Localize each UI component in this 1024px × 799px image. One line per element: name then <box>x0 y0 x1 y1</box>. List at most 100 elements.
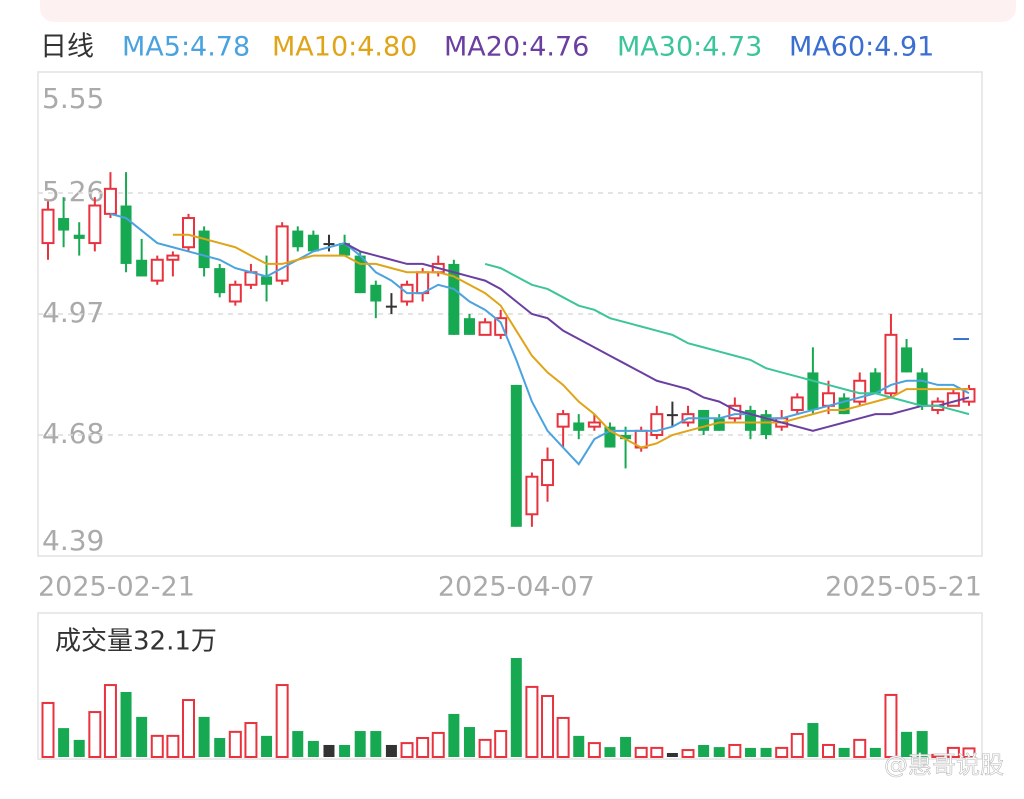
volume-panel <box>37 612 983 760</box>
candle-body <box>884 333 898 395</box>
legend-entry: MA20:4.76 <box>444 32 589 63</box>
candle-body <box>166 254 180 261</box>
volume-bar <box>620 736 632 757</box>
volume-bar <box>120 691 132 757</box>
volume-bar <box>370 731 382 757</box>
volume-bar <box>931 753 945 758</box>
candle-body <box>494 317 508 336</box>
volume-bar <box>478 738 492 759</box>
volume-bar <box>666 752 678 757</box>
candle-body <box>698 409 710 431</box>
volume-bar <box>869 747 881 757</box>
volume-bar <box>103 684 117 758</box>
legend-entry: MA60:4.91 <box>789 32 934 63</box>
volume-bar <box>198 716 210 757</box>
candle-body <box>385 305 397 308</box>
candle-body <box>463 318 475 335</box>
candle-body <box>181 217 195 249</box>
volume-bar <box>541 695 555 759</box>
volume-bar <box>244 722 258 759</box>
x-tick-label: 2025-02-21 <box>38 572 195 603</box>
candle-body <box>73 234 85 239</box>
volume-bar <box>713 747 725 757</box>
volume-bar <box>261 735 273 757</box>
volume-bar <box>901 731 913 757</box>
volume-bar <box>323 744 335 757</box>
candle-body <box>261 276 273 285</box>
candle-body <box>666 414 678 417</box>
volume-bar <box>838 747 850 757</box>
ma-line <box>110 212 970 466</box>
candle-body <box>946 392 960 407</box>
candle-body <box>370 284 382 302</box>
watermark: @惠哥说股 <box>884 751 1004 779</box>
volume-bar <box>354 731 366 757</box>
volume-bar <box>760 747 772 757</box>
volume-bar <box>556 716 570 759</box>
volume-bar <box>573 735 585 757</box>
volume-bar <box>448 713 460 757</box>
volume-bar <box>307 740 319 757</box>
candle-body <box>525 475 539 516</box>
volume-bar <box>400 742 414 759</box>
volume-bar <box>431 731 445 758</box>
candle-body <box>604 426 616 448</box>
volume-bar <box>962 747 976 759</box>
candle-body <box>323 243 335 246</box>
candle-body <box>198 230 210 269</box>
candle-body <box>869 372 881 394</box>
volume-bar <box>807 723 819 757</box>
candle-body <box>88 204 102 245</box>
volume-bar <box>728 743 742 759</box>
volume-bar <box>650 746 664 759</box>
volume-bar <box>214 738 226 757</box>
volume-bar <box>681 749 695 758</box>
candle-body <box>307 234 319 252</box>
volume-bar <box>587 742 601 759</box>
candle-body <box>744 409 756 431</box>
candle-body <box>136 259 148 277</box>
y-tick-label: 4.97 <box>42 296 104 329</box>
candle-body <box>556 413 570 428</box>
volume-bar <box>41 701 55 759</box>
candle-body <box>790 396 804 411</box>
candle-body <box>587 421 601 428</box>
volume-bar <box>166 734 180 758</box>
volume-bar <box>822 743 836 759</box>
volume-bar <box>58 728 70 757</box>
volume-title: 成交量32.1万 <box>55 627 217 657</box>
y-tick-label: 4.68 <box>42 417 104 450</box>
volume-bar <box>604 747 616 757</box>
candle-body <box>41 208 55 245</box>
x-tick-label: 2025-04-07 <box>438 572 595 603</box>
candle-body <box>120 205 132 264</box>
volume-bar <box>150 734 164 758</box>
candle-body <box>713 418 725 431</box>
candle-body <box>760 414 772 435</box>
candle-body <box>573 422 585 431</box>
volume-bar <box>510 658 522 757</box>
candle-body <box>650 413 664 437</box>
candle-body <box>292 230 304 248</box>
legend-entry: MA30:4.73 <box>617 32 762 63</box>
candle-body <box>901 347 913 373</box>
ma-line <box>172 233 969 449</box>
candle-body <box>478 321 492 336</box>
candle-body <box>448 263 460 335</box>
volume-bar <box>181 699 195 759</box>
candle-body <box>620 435 632 440</box>
volume-bar <box>946 746 960 759</box>
legend-entry: MA10:4.80 <box>272 32 417 63</box>
volume-bar <box>853 738 867 759</box>
volume-bar <box>228 730 242 758</box>
x-tick-label: 2025-05-21 <box>825 572 982 603</box>
volume-bar <box>634 746 648 759</box>
volume-bar <box>275 684 289 758</box>
candle-body <box>150 258 164 282</box>
period-label[interactable]: 日线 <box>40 32 94 63</box>
candle-body <box>838 397 850 415</box>
volume-bar <box>916 731 928 757</box>
candle-body <box>214 268 226 294</box>
